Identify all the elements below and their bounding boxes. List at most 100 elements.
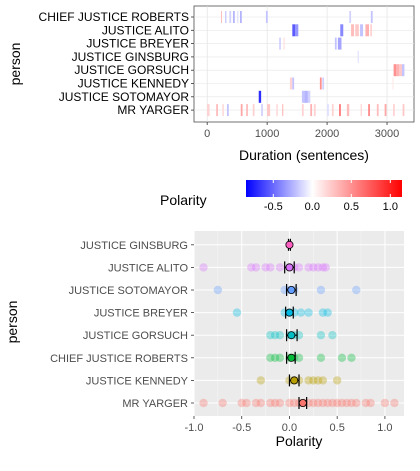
timeline-segment: [346, 104, 350, 117]
scatter-x-tick-label: 0.0: [282, 422, 297, 434]
mean-marker: [290, 376, 299, 385]
polarity-point: [380, 398, 390, 408]
mean-marker: [287, 285, 296, 294]
timeline-segment: [334, 37, 337, 50]
timeline-segment: [327, 104, 329, 117]
polarity-point: [275, 263, 285, 272]
polarity-point: [309, 376, 318, 385]
timeline-segment: [349, 11, 352, 23]
scatter-y-tick-label: JUSTICE BREYER: [94, 308, 188, 320]
timeline-y-tick-label: JUSTICE KENNEDY: [78, 77, 189, 91]
timeline-y-tick-label: JUSTICE GINSBURG: [72, 50, 189, 64]
timeline-segment: [282, 104, 284, 117]
timeline-segment: [261, 104, 263, 117]
polarity-point: [290, 398, 299, 408]
polarity-point: [332, 398, 342, 408]
scatter-y-tick-label: JUSTICE GINSBURG: [80, 240, 188, 252]
mean-marker: [287, 353, 296, 362]
timeline-segment: [392, 77, 394, 90]
timeline-segment: [337, 37, 342, 50]
polarity-point: [323, 308, 332, 317]
timeline-segment: [351, 24, 355, 37]
timeline-segment: [229, 11, 232, 23]
polarity-point: [318, 263, 328, 272]
timeline-segment: [295, 24, 299, 37]
timeline-segment: [357, 50, 359, 63]
timeline-segment: [384, 104, 387, 117]
timeline-segment: [252, 104, 255, 117]
timeline-y-tick-label: JUSTICE ALITO: [102, 23, 189, 37]
scatter-y-tick-label: CHIEF JUSTICE ROBERTS: [50, 353, 188, 365]
polarity-point: [318, 398, 328, 408]
scatter-y-tick-labels: MR YARGER JUSTICE KENNEDY CHIEF JUSTICE RO…: [50, 240, 194, 410]
timeline-segment: [360, 24, 364, 37]
polarity-point: [256, 398, 266, 408]
polarity-point: [242, 398, 251, 408]
scatter-x-axis-label: Polarity: [276, 433, 323, 449]
scatter-y-tick-label: JUSTICE ALITO: [108, 262, 188, 274]
polarity-point: [218, 398, 227, 408]
legend-tick-label: 1.0: [383, 201, 398, 213]
polarity-point: [199, 398, 208, 408]
polarity-point: [316, 331, 326, 340]
polarity-point: [275, 398, 285, 408]
polarity-point: [285, 398, 294, 408]
timeline-y-tick-label: JUSTICE BREYER: [86, 37, 189, 51]
polarity-point: [323, 398, 332, 408]
timeline-segment: [276, 104, 278, 117]
timeline-y-tick-label: CHIEF JUSTICE ROBERTS: [39, 10, 189, 24]
polarity-point: [266, 353, 275, 362]
polarity-point: [275, 331, 285, 340]
polarity-point: [266, 331, 275, 340]
timeline-segment: [304, 90, 308, 103]
polarity-point: [296, 308, 306, 317]
timeline-segments: [207, 11, 405, 117]
scatter-x-tick-label: -0.5: [232, 422, 251, 434]
polarity-point: [261, 263, 270, 272]
timeline-segment: [399, 64, 403, 77]
timeline-segment: [240, 11, 242, 23]
polarity-point: [352, 285, 361, 295]
scatter-y-tick-label: JUSTICE KENNEDY: [86, 375, 189, 387]
polarity-point: [347, 398, 356, 408]
timeline-segment: [301, 90, 305, 103]
timeline-segment: [216, 104, 218, 117]
mean-marker: [285, 308, 294, 317]
timeline-segment: [232, 11, 235, 23]
timeline-segment: [307, 90, 311, 103]
scatter-gridlines: [193, 231, 404, 416]
polarity-point: [247, 263, 256, 272]
polarity-point: [294, 263, 304, 272]
scatter-x-tick-labels: -1.0 -0.5 0.0 0.5 1.0: [185, 416, 393, 434]
scatter-x-tick-label: 1.0: [377, 422, 392, 434]
polarity-point: [309, 263, 318, 272]
timeline-segment: [402, 64, 405, 77]
polarity-point: [316, 285, 326, 295]
timeline-segment: [340, 24, 344, 37]
polarity-point: [304, 263, 313, 272]
legend-ticks: -0.5 0.0 0.5 1.0: [264, 180, 398, 213]
timeline-segment: [339, 104, 341, 117]
timeline-segment: [396, 64, 400, 77]
timeline-segment: [289, 77, 293, 90]
legend-tick-label: -0.5: [264, 201, 283, 213]
scatter-y-tick-label: JUSTICE SOTOMAYOR: [69, 285, 188, 297]
mean-marker: [287, 331, 296, 340]
timeline-segment: [207, 104, 210, 117]
timeline-segment: [331, 104, 334, 117]
timeline-segment: [313, 104, 316, 117]
timeline-segment: [322, 77, 325, 90]
timeline-segment: [368, 104, 370, 117]
timeline-segment: [220, 11, 222, 23]
timeline-segment: [283, 37, 286, 50]
timeline-segment: [258, 90, 262, 103]
timeline-segment: [246, 104, 248, 117]
timeline-segment: [393, 64, 397, 77]
timeline-segment: [310, 104, 313, 117]
scatter-y-axis-label: person: [4, 301, 20, 344]
polarity-point: [318, 308, 328, 317]
timeline-segment: [226, 104, 229, 117]
